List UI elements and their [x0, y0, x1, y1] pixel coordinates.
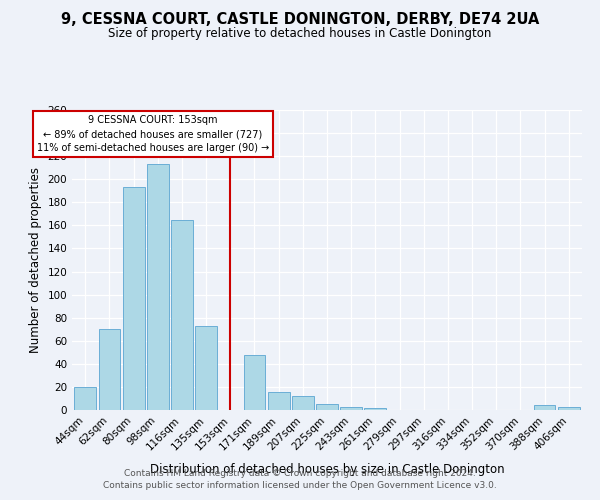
Bar	[268, 392, 290, 410]
Text: 9 CESSNA COURT: 153sqm
← 89% of detached houses are smaller (727)
11% of semi-de: 9 CESSNA COURT: 153sqm ← 89% of detached…	[37, 115, 269, 153]
Text: Size of property relative to detached houses in Castle Donington: Size of property relative to detached ho…	[109, 28, 491, 40]
Bar	[171, 220, 193, 410]
Text: Contains HM Land Registry data © Crown copyright and database right 2024.: Contains HM Land Registry data © Crown c…	[124, 468, 476, 477]
Bar	[123, 188, 145, 410]
Text: Contains public sector information licensed under the Open Government Licence v3: Contains public sector information licen…	[103, 481, 497, 490]
Bar	[244, 354, 265, 410]
Bar	[533, 406, 556, 410]
Bar	[558, 406, 580, 410]
Bar	[292, 396, 314, 410]
Bar	[98, 329, 121, 410]
Bar	[364, 408, 386, 410]
Bar	[316, 404, 338, 410]
Y-axis label: Number of detached properties: Number of detached properties	[29, 167, 42, 353]
Bar	[195, 326, 217, 410]
Bar	[74, 387, 96, 410]
Bar	[340, 406, 362, 410]
X-axis label: Distribution of detached houses by size in Castle Donington: Distribution of detached houses by size …	[149, 463, 505, 476]
Bar	[147, 164, 169, 410]
Text: 9, CESSNA COURT, CASTLE DONINGTON, DERBY, DE74 2UA: 9, CESSNA COURT, CASTLE DONINGTON, DERBY…	[61, 12, 539, 28]
